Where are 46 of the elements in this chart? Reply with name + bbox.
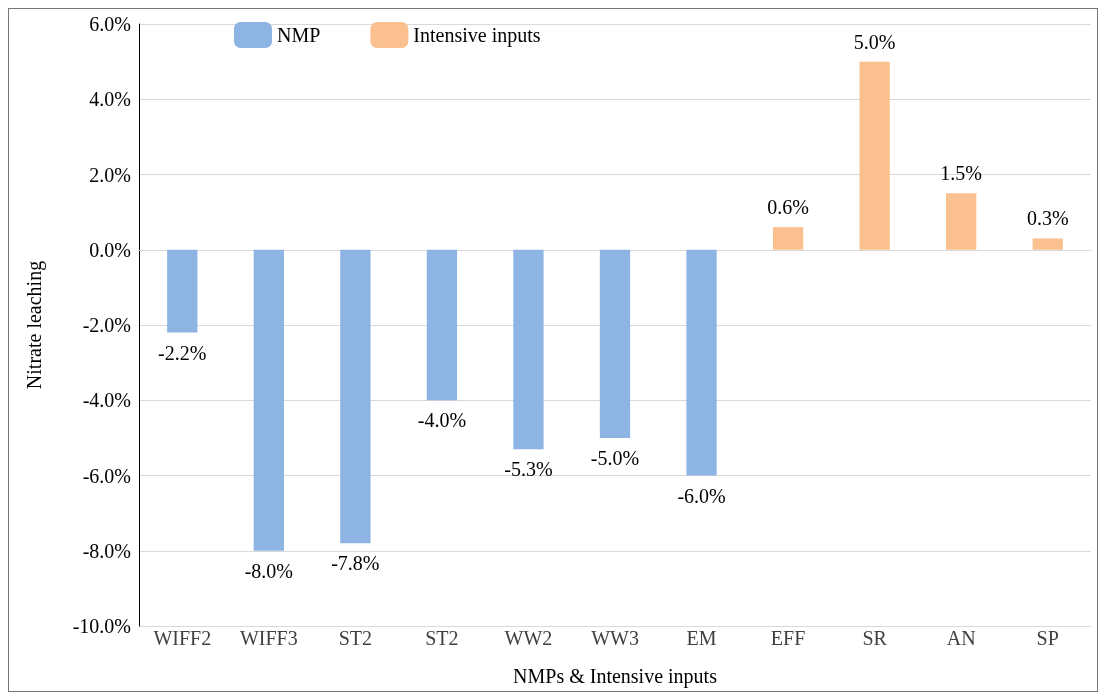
y-tick-label: 2.0% xyxy=(89,163,131,186)
y-tick-label: -4.0% xyxy=(82,389,131,412)
bar xyxy=(340,249,371,544)
x-tick-label: WIFF3 xyxy=(239,627,298,649)
y-tick-label: -2.0% xyxy=(82,314,131,336)
x-tick-label: WW3 xyxy=(591,627,639,649)
y-tick-label: 0.0% xyxy=(89,238,131,261)
data-label: 0.6% xyxy=(767,196,809,219)
data-label: -5.3% xyxy=(504,458,553,481)
legend-label: NMP xyxy=(277,24,321,46)
x-tick-label: SR xyxy=(862,627,888,649)
y-tick-label: 4.0% xyxy=(89,88,131,111)
data-label: 1.5% xyxy=(940,162,983,185)
bar xyxy=(1032,238,1063,250)
bar xyxy=(946,193,977,250)
x-tick-label: ST2 xyxy=(425,627,459,649)
bar xyxy=(167,249,198,333)
data-label: 0.3% xyxy=(1026,207,1069,230)
legend-label: Intensive inputs xyxy=(413,24,541,47)
data-label: -2.2% xyxy=(158,341,207,364)
x-tick-label: EM xyxy=(686,627,717,649)
bar xyxy=(426,249,458,401)
x-tick-label: ST2 xyxy=(338,627,373,649)
x-tick-label: AN xyxy=(946,627,976,649)
x-axis-title: NMPs & Intensive inputs xyxy=(513,665,718,688)
data-label: 5.0% xyxy=(853,30,896,53)
y-tick-label: -8.0% xyxy=(82,539,131,562)
y-tick-label: -6.0% xyxy=(82,464,131,487)
bar xyxy=(772,227,804,250)
y-axis-title: Nitrate leaching xyxy=(23,260,46,390)
x-tick-label: WIFF2 xyxy=(153,627,212,649)
bar xyxy=(599,249,631,438)
y-tick-label: -10.0% xyxy=(72,615,131,637)
bar xyxy=(253,249,284,551)
bar xyxy=(859,61,890,250)
x-tick-label: SP xyxy=(1036,627,1059,649)
data-label: -7.8% xyxy=(331,552,380,575)
y-tick-label: 6.0% xyxy=(89,13,131,35)
data-label: -6.0% xyxy=(677,484,726,507)
data-label: -4.0% xyxy=(417,409,467,432)
x-tick-label: EFF xyxy=(770,627,806,649)
bar xyxy=(513,249,544,450)
bar xyxy=(686,249,717,476)
data-label: -8.0% xyxy=(244,559,293,582)
x-tick-label: WW2 xyxy=(504,627,553,649)
data-label: -5.0% xyxy=(590,446,640,469)
